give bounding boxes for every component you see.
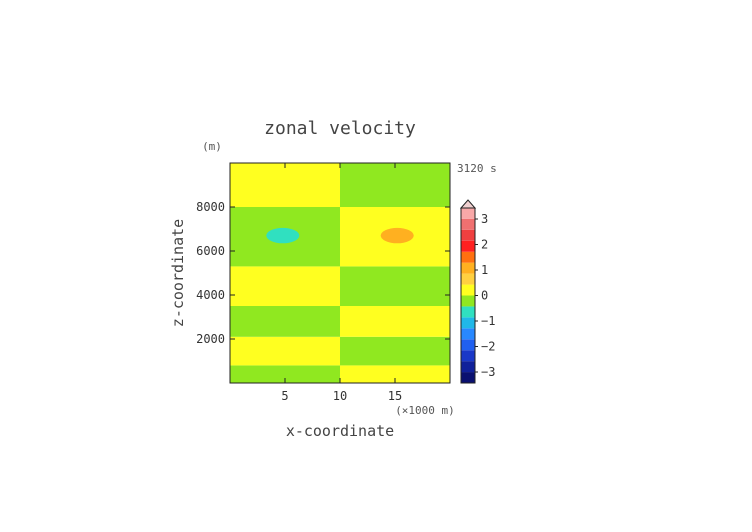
colorbar-swatch-11 bbox=[461, 251, 475, 263]
chart-title: zonal velocity bbox=[264, 118, 416, 139]
colorbar-swatch-12 bbox=[461, 240, 475, 252]
band-left-5 bbox=[230, 163, 340, 207]
colorbar-swatch-0 bbox=[461, 372, 475, 383]
colorbar-extend-arrow bbox=[459, 199, 477, 209]
band-left-1 bbox=[230, 336, 340, 366]
y-unit-label: (m) bbox=[202, 140, 222, 153]
colorbar-label-2: 1 bbox=[481, 263, 488, 277]
colorbar-swatch-14 bbox=[461, 218, 475, 230]
colorbar-swatch-9 bbox=[461, 273, 475, 285]
colorbar-label-6: −3 bbox=[481, 365, 495, 379]
heatmap-plot-area bbox=[230, 163, 450, 383]
colorbar-swatch-8 bbox=[461, 284, 475, 296]
colorbar-swatch-7 bbox=[461, 295, 475, 307]
colorbar-label-3: 0 bbox=[481, 289, 488, 303]
y-axis-label: z-coordinate bbox=[169, 219, 187, 327]
colorbar-swatch-5 bbox=[461, 317, 475, 329]
colorbar-swatch-3 bbox=[461, 339, 475, 351]
y-axis: 2000 4000 6000 8000 bbox=[196, 200, 450, 346]
velocity-blob-1 bbox=[380, 227, 414, 244]
y-tick-label-1: 4000 bbox=[196, 288, 225, 302]
y-tick-label-2: 6000 bbox=[196, 244, 225, 258]
time-label: 3120 s bbox=[457, 162, 497, 175]
band-right-3 bbox=[340, 266, 450, 306]
band-right-0 bbox=[340, 365, 450, 383]
x-tick-label-2: 15 bbox=[388, 389, 402, 403]
colorbar-swatch-15 bbox=[461, 208, 475, 219]
colorbar-label-5: −2 bbox=[481, 340, 495, 354]
band-left-2 bbox=[230, 306, 340, 337]
colorbar-swatch-2 bbox=[461, 350, 475, 362]
band-left-3 bbox=[230, 266, 340, 306]
velocity-blob-0 bbox=[266, 227, 300, 244]
y-tick-label-3: 8000 bbox=[196, 200, 225, 214]
y-tick-label-0: 2000 bbox=[196, 332, 225, 346]
band-left-0 bbox=[230, 365, 340, 383]
colorbar: 3 2 1 0 −1 −2 −3 bbox=[459, 199, 495, 384]
x-axis-label: x-coordinate bbox=[286, 422, 394, 440]
band-right-2 bbox=[340, 306, 450, 337]
x-tick-label-1: 10 bbox=[333, 389, 347, 403]
colorbar-label-0: 3 bbox=[481, 212, 488, 226]
x-unit-label: (×1000 m) bbox=[395, 404, 455, 417]
x-axis: 5 10 15 bbox=[281, 163, 402, 403]
band-right-5 bbox=[340, 163, 450, 207]
colorbar-swatch-10 bbox=[461, 262, 475, 274]
colorbar-swatch-6 bbox=[461, 306, 475, 318]
colorbar-swatch-13 bbox=[461, 229, 475, 241]
band-right-1 bbox=[340, 336, 450, 366]
x-tick-label-0: 5 bbox=[281, 389, 288, 403]
colorbar-label-4: −1 bbox=[481, 314, 495, 328]
colorbar-swatch-1 bbox=[461, 361, 475, 373]
colorbar-label-1: 2 bbox=[481, 238, 488, 252]
colorbar-swatch-4 bbox=[461, 328, 475, 340]
